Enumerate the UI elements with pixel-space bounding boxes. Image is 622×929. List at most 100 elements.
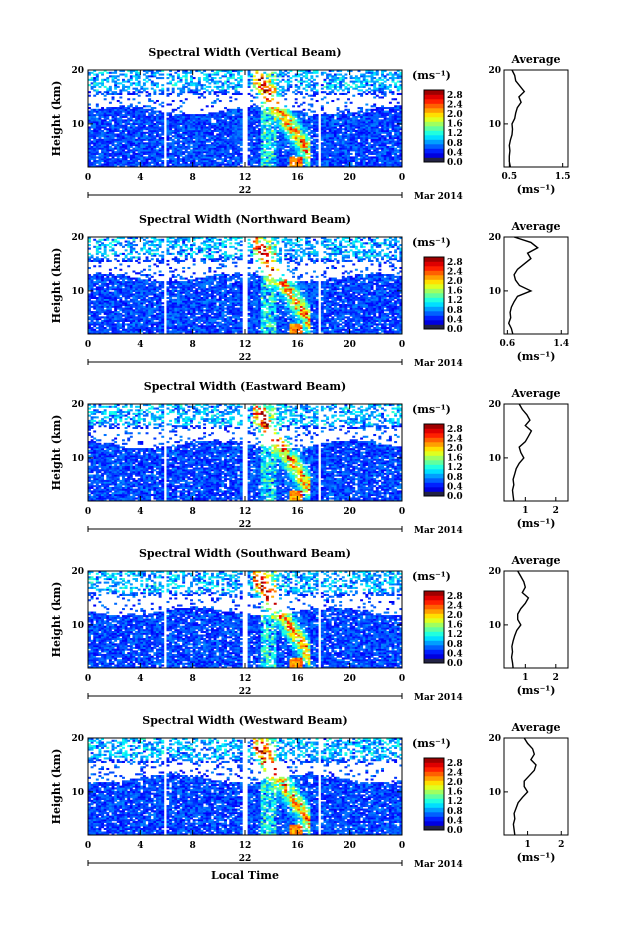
heatmap-cell	[205, 73, 209, 76]
heatmap-cell	[328, 158, 332, 161]
heatmap-cell	[200, 71, 204, 74]
heatmap-cell	[111, 142, 115, 145]
heatmap-cell	[101, 108, 104, 111]
avg-x-tick-label: 1.5	[555, 172, 571, 182]
heatmap-cell	[328, 129, 332, 133]
heatmap-cell	[391, 149, 395, 152]
heatmap-cell	[101, 145, 104, 148]
heatmap-cell	[394, 84, 398, 87]
heatmap-cell	[208, 129, 212, 133]
heatmap-cell	[132, 122, 136, 125]
heatmap-cell	[161, 156, 165, 159]
heatmap-cell	[281, 78, 285, 81]
heatmap-cell	[101, 73, 104, 76]
heatmap-cell	[328, 114, 332, 117]
heatmap-cell	[237, 82, 241, 85]
heatmap-cell	[197, 154, 201, 157]
heatmap-cell	[320, 149, 324, 152]
heatmap-cell	[313, 78, 316, 81]
heatmap-cell	[354, 131, 358, 134]
heatmap-cell	[360, 163, 364, 166]
heatmap-cell	[182, 161, 186, 164]
heatmap-cell	[224, 163, 227, 166]
colorbar-frame	[423, 89, 445, 163]
heatmap-cell	[265, 144, 269, 147]
heatmap-cell	[323, 128, 327, 131]
heatmap-cell	[391, 145, 395, 148]
heatmap-cell	[166, 145, 170, 148]
heatmap-cell	[260, 156, 264, 159]
heatmap-cell	[255, 70, 259, 73]
heatmap-cell	[299, 159, 303, 163]
heatmap-cell	[310, 165, 314, 168]
heatmap-cell	[103, 312, 107, 315]
heatmap-cell	[362, 142, 366, 145]
heatmap-cell	[132, 133, 136, 136]
heatmap-cell	[148, 161, 152, 164]
heatmap-cell	[365, 92, 369, 95]
heatmap-cell	[313, 161, 316, 164]
heatmap-cell	[313, 82, 316, 85]
heatmap-cell	[320, 138, 324, 141]
heatmap-cell	[229, 119, 233, 122]
heatmap-cell	[224, 92, 227, 95]
heatmap-cell	[344, 114, 348, 117]
heatmap-cell	[375, 119, 379, 122]
heatmap-cell	[381, 70, 384, 73]
heatmap-cell	[367, 91, 371, 94]
heatmap-cell	[391, 147, 395, 150]
heatmap-cell	[88, 84, 91, 87]
heatmap-cell	[208, 149, 212, 152]
panel-2: Spectral Width (Northward Beam)1020Heigh…	[50, 213, 569, 369]
heatmap-cell	[362, 121, 366, 124]
heatmap-cell	[352, 145, 356, 148]
heatmap-cell	[239, 85, 243, 88]
heatmap-cell	[127, 154, 131, 157]
heatmap-cell	[150, 108, 154, 111]
heatmap-cell	[114, 108, 118, 111]
heatmap-cell	[161, 151, 165, 154]
heatmap-cell	[88, 326, 91, 330]
heatmap-cell	[106, 114, 110, 117]
heatmap-cell	[218, 149, 222, 152]
heatmap-cell	[378, 159, 382, 163]
heatmap-cell	[171, 165, 175, 168]
heatmap-cell	[142, 108, 146, 111]
heatmap-cell	[90, 87, 94, 90]
heatmap-cell	[169, 165, 173, 168]
heatmap-cell	[190, 84, 193, 87]
heatmap-cell	[276, 117, 280, 120]
heatmap-cell	[299, 119, 303, 122]
heatmap-cell	[218, 126, 222, 129]
heatmap-cell	[373, 156, 377, 159]
heatmap-cell	[213, 161, 217, 164]
heatmap-cell	[381, 161, 384, 164]
heatmap-cell	[150, 114, 154, 117]
heatmap-cell	[360, 124, 364, 127]
heatmap-cell	[286, 163, 290, 166]
heatmap-cell	[210, 124, 214, 127]
heatmap-cell	[174, 84, 178, 87]
heatmap-cell	[333, 80, 337, 83]
heatmap-cell	[103, 247, 107, 250]
heatmap-cell	[145, 137, 149, 140]
heatmap-cell	[362, 77, 366, 80]
heatmap-cell	[187, 142, 191, 145]
heatmap-cell	[176, 117, 180, 120]
heatmap-cell	[373, 133, 377, 136]
heatmap-cell	[354, 85, 358, 88]
heatmap-cell	[320, 122, 324, 125]
heatmap-cell	[323, 151, 327, 154]
heatmap-cell	[88, 91, 91, 94]
heatmap-cell	[250, 158, 254, 161]
heatmap-cell	[124, 163, 128, 166]
heatmap-cell	[284, 114, 288, 117]
heatmap-cell	[367, 156, 371, 159]
heatmap-cell	[239, 115, 243, 118]
heatmap-cell	[386, 140, 390, 143]
heatmap-cell	[333, 124, 337, 127]
heatmap-cell	[289, 156, 293, 159]
heatmap-cell	[365, 122, 369, 125]
heatmap-cell	[383, 107, 387, 110]
heatmap-cell	[310, 140, 314, 143]
